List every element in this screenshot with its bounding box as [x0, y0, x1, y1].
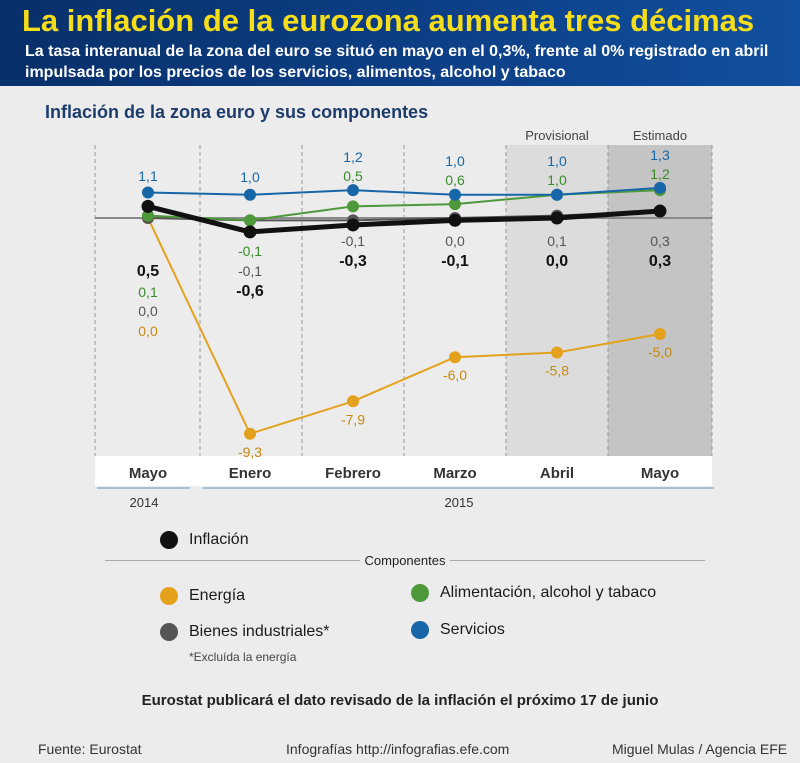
inflation-value-label: -0,3 [339, 253, 367, 270]
x-tick-label: Enero [229, 465, 272, 482]
legend-food-dot [411, 584, 429, 602]
energy-point [551, 346, 563, 359]
footer-web: Infografías http://infografias.efe.com [286, 741, 510, 757]
food-value-label: 0,5 [343, 168, 363, 184]
components-title: Componentes [360, 553, 450, 568]
footer-author: Miguel Mulas / Agencia EFE [612, 741, 788, 757]
page-subtitle: La tasa interanual de la zona del euro s… [25, 43, 769, 81]
services-point [142, 186, 154, 199]
industrial-value-label: 0,0 [138, 303, 158, 319]
services-point [551, 188, 563, 201]
legend-inflation: Inflación [160, 531, 249, 549]
legend-food-label: Alimentación, alcohol y tabaco [440, 584, 657, 601]
year-label-2015: 2015 [445, 495, 474, 510]
legend-industrial: Bienes industriales* [160, 623, 330, 641]
legend-industrial-dot [160, 623, 178, 641]
energy-value-label: -9,3 [238, 444, 262, 460]
legend-food: Alimentación, alcohol y tabaco [411, 584, 656, 602]
food-value-label: 1,2 [650, 166, 670, 182]
energy-value-label: -5,8 [545, 363, 569, 379]
energy-value-label: -6,0 [443, 367, 467, 383]
services-point [654, 181, 666, 194]
food-value-label: 1,0 [547, 172, 567, 188]
inflation-point [653, 204, 667, 218]
legend-services-label: Servicios [440, 621, 505, 638]
year-label-2014: 2014 [130, 495, 159, 510]
x-tick-label: Marzo [433, 465, 476, 482]
services-point [244, 188, 256, 201]
energy-point [347, 395, 359, 408]
inflation-point [243, 225, 257, 239]
energy-line [147, 217, 661, 435]
inflation-value-label: -0,1 [441, 253, 469, 270]
food-point [347, 200, 359, 213]
axis-band [95, 456, 712, 486]
inflation-value-label: 0,3 [649, 253, 671, 270]
inflation-value-label: 0,0 [546, 253, 568, 270]
legend-footnote: *Excluída la energía [189, 650, 297, 664]
food-value-label: -0,1 [238, 243, 262, 259]
services-value-label: 1,0 [547, 153, 567, 169]
legend-inflation-label: Inflación [189, 531, 249, 548]
services-value-label: 1,1 [138, 168, 158, 184]
industrial-value-label: 0,1 [547, 233, 567, 249]
services-point [449, 188, 461, 201]
services-value-label: 1,2 [343, 149, 363, 165]
industrial-value-label: -0,1 [341, 233, 365, 249]
header-banner: La inflación de la eurozona aumenta tres… [0, 0, 800, 86]
footer-source: Fuente: Eurostat [38, 741, 142, 757]
inflation-point [448, 213, 462, 227]
chart-title: Inflación de la zona euro y sus componen… [45, 102, 429, 122]
industrial-value-label: 0,0 [445, 233, 465, 249]
inflation-value-label: 0,5 [137, 263, 159, 280]
x-tick-label: Mayo [129, 465, 167, 482]
services-line [147, 186, 661, 196]
column-note: Estimado [633, 128, 687, 143]
services-point [347, 184, 359, 197]
inflation-point [550, 211, 564, 225]
estimated-column-bg [608, 145, 712, 456]
revision-note: Eurostat publicará el dato revisado de l… [141, 692, 659, 709]
legend-services: Servicios [411, 621, 505, 639]
energy-point [654, 328, 666, 340]
food-value-label: 0,6 [445, 172, 465, 188]
column-note: Provisional [525, 128, 589, 143]
food-point [449, 198, 461, 211]
services-value-label: 1,0 [445, 153, 465, 169]
inflation-line [147, 203, 661, 235]
page-title: La inflación de la eurozona aumenta tres… [22, 3, 755, 38]
energy-value-label: 0,0 [138, 323, 158, 339]
legend-inflation-dot [160, 531, 178, 549]
food-point [142, 209, 154, 222]
legend-industrial-label: Bienes industriales* [189, 623, 330, 640]
inflation-point [141, 199, 155, 213]
inflation-chart: Provisional Estimado Mayo Enero Febrero Marzo… [94, 128, 714, 510]
energy-point [449, 351, 461, 364]
legend-energy: Energía [160, 587, 245, 605]
industrial-value-label: 0,3 [650, 233, 670, 249]
legend-energy-dot [160, 587, 178, 605]
services-value-label: 1,3 [650, 147, 670, 163]
inflation-point [346, 218, 360, 232]
food-value-label: 0,1 [138, 284, 158, 300]
legend-services-dot [411, 621, 429, 639]
industrial-value-label: -0,1 [238, 263, 262, 279]
x-tick-label: Abril [540, 465, 574, 482]
energy-value-label: -7,9 [341, 411, 365, 427]
services-value-label: 1,0 [240, 169, 260, 185]
inflation-value-label: -0,6 [236, 283, 264, 300]
energy-value-label: -5,0 [648, 344, 672, 360]
energy-point [244, 427, 256, 440]
x-tick-label: Mayo [641, 465, 679, 482]
food-point [244, 214, 256, 227]
x-tick-label: Febrero [325, 465, 381, 482]
legend-energy-label: Energía [189, 587, 246, 604]
